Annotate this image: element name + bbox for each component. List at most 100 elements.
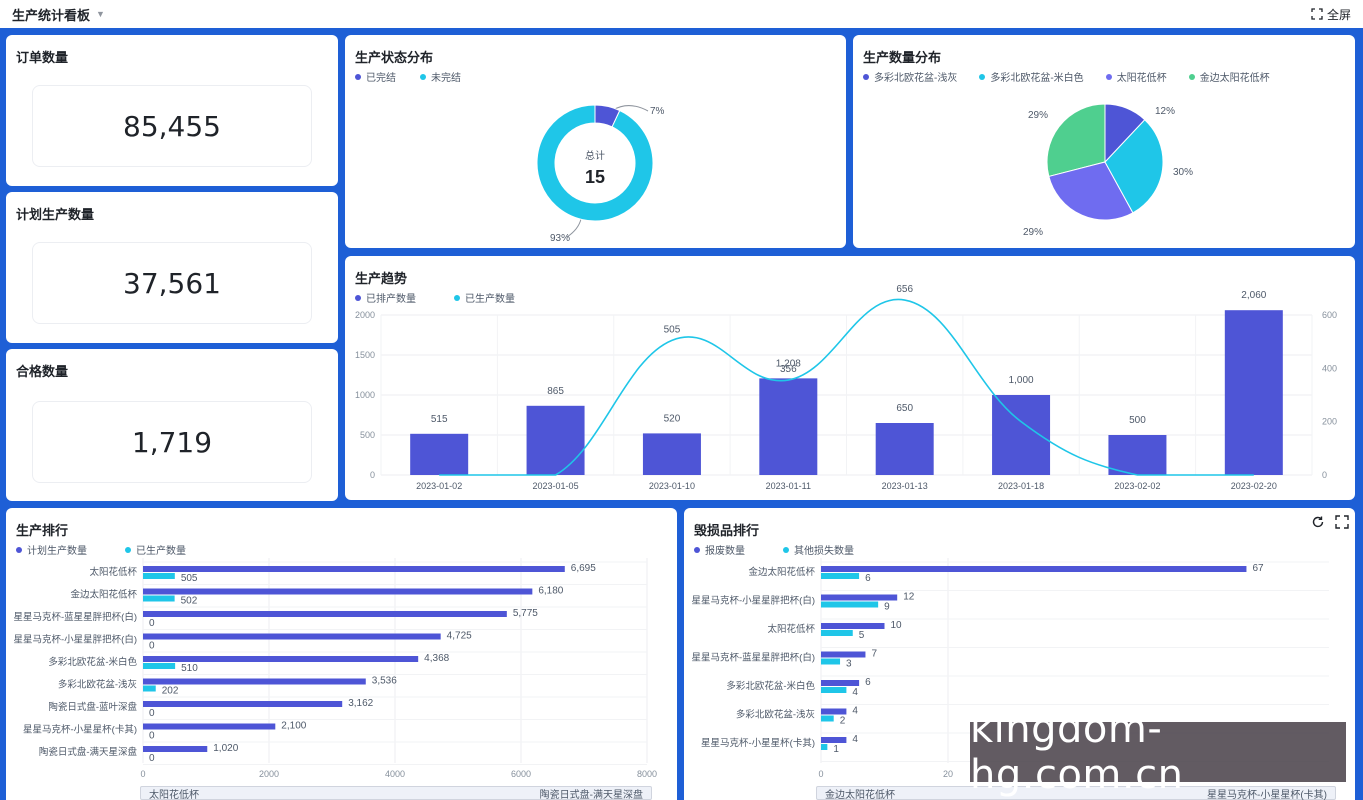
rank-bar-chart: 0 2000 4000 6000 8000 太阳花低杯 6,695 505 金边太阳花低杯 6,1… xyxy=(14,558,657,779)
bar-value-label: 2 xyxy=(840,716,846,727)
bar-value-label: 4 xyxy=(852,734,858,745)
y2-tick-label: 600 xyxy=(1322,310,1337,320)
legend-item[interactable]: 已生产数量 xyxy=(125,542,186,557)
bar[interactable] xyxy=(759,378,818,475)
bar-value-label: 6 xyxy=(865,677,871,688)
bar-value-label: 0 xyxy=(149,753,155,764)
slice-label: 12% xyxy=(1155,106,1175,117)
bar[interactable] xyxy=(143,566,565,572)
dashboard-title-dropdown[interactable]: 生产统计看板 ▼ xyxy=(12,5,105,24)
x-tick-label: 2023-01-18 xyxy=(998,481,1044,491)
legend-item[interactable]: 多彩北欧花盆-米白色 xyxy=(979,69,1084,84)
bar[interactable] xyxy=(1224,310,1283,475)
chart-legend: 已完结 未完结 xyxy=(355,69,461,84)
bar[interactable] xyxy=(143,595,175,602)
donut-slice xyxy=(594,104,621,128)
bar-value-label: 4 xyxy=(852,687,858,698)
legend-item[interactable]: 其他损失数量 xyxy=(783,542,854,557)
bar-value-label: 865 xyxy=(547,386,564,397)
bar-value-label: 520 xyxy=(664,413,681,424)
legend-item[interactable]: 已排产数量 xyxy=(355,290,416,305)
bar-value-label: 4 xyxy=(852,706,858,717)
bar[interactable] xyxy=(992,395,1051,475)
y-tick-label: 金边太阳花低杯 xyxy=(70,589,137,601)
bar[interactable] xyxy=(821,737,847,743)
bar[interactable] xyxy=(821,658,841,665)
y-tick-label: 星星马克杯-蓝星星胖把杯(白) xyxy=(692,652,816,664)
line-value-label: 505 xyxy=(664,324,681,335)
bar[interactable] xyxy=(821,630,853,636)
bar-value-label: 9 xyxy=(884,602,890,613)
dashboard-title: 生产统计看板 xyxy=(12,7,91,23)
y-tick-label: 星星马克杯-小星星杯(卡其) xyxy=(23,724,137,736)
fullscreen-button[interactable]: 全屏 xyxy=(1311,6,1351,23)
bar[interactable] xyxy=(143,633,441,640)
expand-icon[interactable] xyxy=(1334,514,1350,530)
kpi-value: 85,455 xyxy=(32,85,312,167)
bar[interactable] xyxy=(143,685,156,692)
bar[interactable] xyxy=(821,708,847,715)
x-tick-label: 2023-02-02 xyxy=(1114,481,1160,491)
refresh-icon[interactable] xyxy=(1310,514,1326,530)
bar[interactable] xyxy=(821,651,866,658)
y-tick-label: 多彩北欧花盆-米白色 xyxy=(48,656,137,668)
y-tick-label: 2000 xyxy=(355,310,375,320)
bar-value-label: 650 xyxy=(896,403,913,414)
legend-dot xyxy=(454,294,460,301)
bar[interactable] xyxy=(821,573,860,579)
bar-value-label: 6,180 xyxy=(538,586,563,597)
bar[interactable] xyxy=(143,701,343,707)
kpi-card-qualified: 合格数量 1,719 xyxy=(6,349,338,501)
legend-item[interactable]: 太阳花低杯 xyxy=(1105,69,1167,84)
legend-label: 已生产数量 xyxy=(465,294,515,305)
legend-item[interactable]: 金边太阳花低杯 xyxy=(1188,69,1270,84)
slice-label: 29% xyxy=(1028,110,1048,121)
series-line xyxy=(439,298,1254,476)
bar[interactable] xyxy=(821,601,879,608)
y-tick-label: 0 xyxy=(370,470,375,480)
bar[interactable] xyxy=(143,678,366,685)
kpi-title: 订单数量 xyxy=(16,50,69,65)
bar[interactable] xyxy=(143,723,276,730)
bar[interactable] xyxy=(821,566,1247,572)
y-tick-label: 1500 xyxy=(355,350,375,360)
donut-center-label: 总计 xyxy=(585,149,605,162)
legend-item[interactable]: 未完结 xyxy=(420,69,461,84)
bar[interactable] xyxy=(143,746,208,752)
data-zoom-scrollbar[interactable]: 太阳花低杯 陶瓷日式盘-满天星深盘 xyxy=(140,786,652,800)
bar[interactable] xyxy=(821,623,885,629)
bar-value-label: 515 xyxy=(431,414,448,425)
bar-value-label: 4,725 xyxy=(447,631,472,642)
legend-item[interactable]: 多彩北欧花盆-浅灰 xyxy=(863,69,957,84)
bar-value-label: 3,162 xyxy=(348,698,373,709)
x-tick-label: 4000 xyxy=(385,769,405,779)
bar[interactable] xyxy=(526,405,585,475)
legend-label: 已排产数量 xyxy=(366,294,416,305)
bar[interactable] xyxy=(821,687,847,693)
bar[interactable] xyxy=(875,423,934,475)
bar[interactable] xyxy=(143,588,533,595)
x-tick-label: 2023-02-20 xyxy=(1231,481,1277,491)
bar-value-label: 502 xyxy=(181,596,198,607)
legend-label: 多彩北欧花盆-浅灰 xyxy=(874,73,958,84)
rank-chart-card: 生产排行 计划生产数量 已生产数量 0 2000 4000 6000 8000 太阳花低杯… xyxy=(6,508,677,800)
bar[interactable] xyxy=(143,663,176,669)
bar[interactable] xyxy=(642,433,701,475)
bar[interactable] xyxy=(821,744,828,750)
legend-label: 金边太阳花低杯 xyxy=(1199,73,1270,84)
bar-value-label: 505 xyxy=(181,573,198,584)
legend-item[interactable]: 已生产数量 xyxy=(454,290,515,305)
bar[interactable] xyxy=(410,433,469,475)
bar[interactable] xyxy=(1108,435,1167,475)
bar-value-label: 0 xyxy=(149,641,155,652)
bar[interactable] xyxy=(821,680,860,686)
legend-item[interactable]: 计划生产数量 xyxy=(16,542,87,557)
bar[interactable] xyxy=(143,573,175,579)
x-tick-label: 2023-01-11 xyxy=(766,481,811,491)
bar[interactable] xyxy=(143,611,507,617)
legend-item[interactable]: 报废数量 xyxy=(694,542,745,557)
bar[interactable] xyxy=(821,594,898,601)
legend-item[interactable]: 已完结 xyxy=(355,69,396,84)
bar[interactable] xyxy=(821,715,834,722)
bar[interactable] xyxy=(143,656,419,662)
